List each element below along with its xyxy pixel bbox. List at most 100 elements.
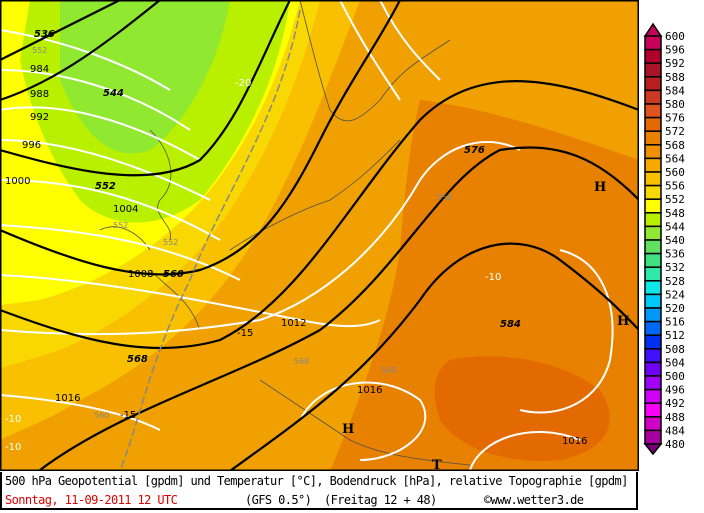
label-552: 552 — [95, 181, 116, 192]
colorbar-label-572: 572 — [665, 125, 685, 138]
colorbar-swatch-568 — [644, 144, 662, 160]
colorbar-swatch-512 — [644, 334, 662, 350]
colorbar-label-512: 512 — [665, 329, 685, 342]
label-992: 992 — [30, 112, 49, 123]
label-1012: 1012 — [281, 318, 306, 329]
label-536: 536 — [34, 29, 55, 40]
colorbar-swatch-548 — [644, 212, 662, 228]
colorbar-swatch-544 — [644, 225, 662, 241]
caption-title: 500 hPa Geopotential [gpdm] und Temperat… — [5, 474, 628, 488]
label-topo: 552 — [163, 238, 178, 247]
colorbar-label-592: 592 — [665, 57, 685, 70]
temperature-isotherms — [119, 9, 301, 471]
weather-map: 536 544 552 560 568 576 584 984 988 992 … — [0, 0, 639, 471]
colorbar-swatch-600 — [644, 35, 662, 51]
contour-labels: 536 544 552 560 568 576 584 984 988 992 … — [5, 29, 587, 453]
colorbar-label-492: 492 — [665, 397, 685, 410]
colorbar-swatch-492 — [644, 402, 662, 418]
colorbar-label-484: 484 — [665, 424, 685, 437]
colorbar-swatch-572 — [644, 130, 662, 146]
label-minus10: -10 — [485, 272, 501, 283]
colorbar-label-504: 504 — [665, 356, 685, 369]
high-pressure-center: H — [594, 180, 606, 195]
colorbar-label-556: 556 — [665, 180, 685, 193]
colorbar-label-576: 576 — [665, 112, 685, 125]
label-1000: 1000 — [5, 176, 30, 187]
label-minus10: -10 — [5, 442, 21, 453]
colorbar-label-480: 480 — [665, 438, 685, 451]
colorbar-label-584: 584 — [665, 84, 685, 97]
colorbar-label-588: 588 — [665, 71, 685, 84]
colorbar-label-520: 520 — [665, 302, 685, 315]
colorbar-label-568: 568 — [665, 139, 685, 152]
colorbar-swatch-532 — [644, 266, 662, 282]
colorbar-swatch-580 — [644, 103, 662, 119]
label-1016: 1016 — [357, 385, 382, 396]
label-576: 576 — [464, 145, 485, 156]
colorbar-label-508: 508 — [665, 343, 685, 356]
map-caption: 500 hPa Geopotential [gpdm] und Temperat… — [0, 472, 638, 510]
label-984: 984 — [30, 64, 49, 75]
colorbar-swatch-584 — [644, 89, 662, 105]
colorbar-swatch-556 — [644, 184, 662, 200]
label-1004: 1004 — [113, 204, 138, 215]
colorbar-swatch-552 — [644, 198, 662, 214]
colorbar-swatch-588 — [644, 76, 662, 92]
colorbar-label-488: 488 — [665, 411, 685, 424]
label-topo: 568 — [294, 357, 309, 366]
colorbar-label-600: 600 — [665, 30, 685, 43]
colorbar-label-536: 536 — [665, 248, 685, 261]
colorbar-swatch-576 — [644, 116, 662, 132]
colorbar-swatch-536 — [644, 252, 662, 268]
colorbar-label-532: 532 — [665, 261, 685, 274]
colorbar-swatch-540 — [644, 239, 662, 255]
high-pressure-center: H — [342, 422, 354, 437]
label-topo: 558 — [437, 193, 452, 202]
pressure-isobars — [0, 0, 614, 471]
colorbar-swatch-524 — [644, 293, 662, 309]
colorbar-label-544: 544 — [665, 220, 685, 233]
coastlines — [99, 0, 471, 466]
colorbar-swatch-560 — [644, 171, 662, 187]
colorbar-label-580: 580 — [665, 98, 685, 111]
colorbar-swatch-504 — [644, 361, 662, 377]
label-996: 996 — [22, 140, 41, 151]
caption-model: (GFS 0.5°) — [245, 493, 312, 507]
colorbar-label-560: 560 — [665, 166, 685, 179]
caption-copyright: ©www.wetter3.de — [484, 493, 584, 507]
colorbar-swatch-500 — [644, 375, 662, 391]
caption-run: (Freitag 12 + 48) — [324, 493, 437, 507]
label-minus20: -20 — [235, 78, 251, 89]
colorbar-swatch-564 — [644, 157, 662, 173]
geopotential-contours — [0, 0, 639, 471]
colorbar-swatch-596 — [644, 48, 662, 64]
colorbar-legend: 6005965925885845805765725685645605565525… — [643, 22, 685, 456]
colorbar-label-524: 524 — [665, 288, 685, 301]
colorbar-swatch-488 — [644, 416, 662, 432]
label-584: 584 — [500, 319, 521, 330]
high-pressure-center: H — [617, 314, 629, 329]
colorbar-swatch-484 — [644, 429, 662, 445]
map-border — [0, 0, 639, 471]
colorbar-swatch-516 — [644, 320, 662, 336]
colorbar-swatch-480 — [643, 443, 663, 456]
colorbar-label-500: 500 — [665, 370, 685, 383]
colorbar-label-564: 564 — [665, 152, 685, 165]
label-topo: 568 — [381, 366, 396, 375]
colorbar-label-596: 596 — [665, 44, 685, 57]
label-minus15: -15 — [120, 410, 136, 421]
low-pressure-center: T — [432, 458, 442, 471]
pressure-centers: H H H T — [342, 180, 629, 471]
colorbar-label-552: 552 — [665, 193, 685, 206]
colorbar-swatch-496 — [644, 388, 662, 404]
label-988: 988 — [30, 89, 49, 100]
colorbar-label-540: 540 — [665, 234, 685, 247]
colorbar-swatch-600 — [643, 22, 663, 37]
label-1016: 1016 — [562, 436, 587, 447]
label-1008: 1008 — [128, 269, 153, 280]
label-topo: 560 — [94, 411, 109, 420]
label-topo: 552 — [32, 46, 47, 55]
colorbar-swatch-528 — [644, 280, 662, 296]
colorbar-label-548: 548 — [665, 207, 685, 220]
colorbar-label-496: 496 — [665, 384, 685, 397]
